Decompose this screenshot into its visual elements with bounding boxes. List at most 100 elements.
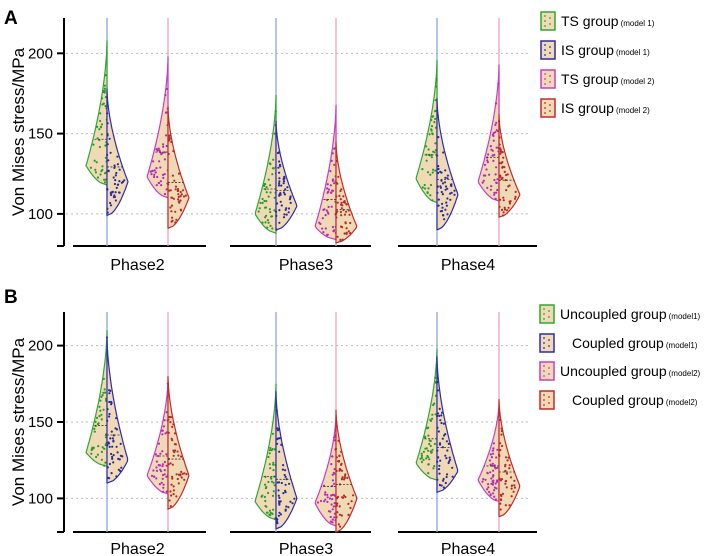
data-point-a-phase3-4 (342, 195, 345, 198)
data-point-a-phase4-2 (441, 182, 445, 185)
data-point-b-phase4-3 (489, 463, 492, 466)
data-point-b-phase4-3 (486, 488, 489, 491)
data-point-a-phase4-3 (496, 178, 499, 181)
data-point-a-phase2-2 (109, 204, 113, 207)
data-point-a-phase2-2 (108, 137, 111, 140)
data-point-b-phase3-3 (333, 502, 336, 505)
data-point-b-phase3-4 (336, 511, 339, 514)
data-point-a-phase4-2 (440, 171, 443, 174)
data-point-b-phase3-1 (271, 512, 274, 515)
data-point-b-phase2-1 (100, 413, 103, 416)
data-point-a-phase4-2 (446, 197, 449, 200)
data-point-b-phase2-2 (106, 408, 109, 411)
legend-label-main: Uncoupled group (560, 363, 667, 379)
data-point-b-phase3-3 (324, 491, 327, 494)
data-point-a-phase2-1 (104, 74, 107, 77)
data-point-a-phase4-3 (486, 186, 489, 189)
data-point-b-phase3-2 (276, 481, 279, 484)
data-point-b-phase4-4 (510, 484, 514, 487)
data-point-a-phase3-4 (343, 232, 346, 235)
data-point-a-phase2-4 (170, 196, 174, 199)
data-point-b-phase3-1 (272, 490, 275, 493)
data-point-b-phase3-3 (330, 503, 333, 506)
data-point-a-phase3-3 (329, 170, 332, 173)
data-point-a-phase4-4 (498, 205, 501, 208)
legend-swatch-dot (543, 375, 545, 377)
data-point-a-phase4-1 (426, 171, 430, 174)
data-point-a-phase4-4 (499, 198, 502, 201)
data-point-b-phase2-2 (117, 468, 120, 471)
legend-swatch-dot (549, 46, 551, 48)
data-point-b-phase4-3 (491, 492, 495, 495)
data-point-a-phase4-1 (425, 145, 428, 148)
data-point-a-phase2-3 (155, 184, 158, 187)
legend-swatch-dot (548, 367, 550, 369)
data-point-a-phase4-4 (500, 162, 503, 165)
data-point-b-phase2-2 (119, 442, 122, 445)
data-point-b-phase4-2 (444, 481, 447, 485)
data-point-b-phase3-2 (276, 522, 279, 525)
data-point-b-phase4-1 (427, 456, 430, 459)
data-point-b-phase4-2 (438, 464, 441, 467)
data-point-b-phase4-4 (504, 480, 507, 483)
data-point-a-phase4-2 (436, 185, 439, 188)
data-point-b-phase4-2 (436, 478, 439, 481)
data-point-b-phase2-3 (165, 475, 168, 478)
data-point-b-phase2-4 (185, 473, 188, 476)
data-point-a-phase3-3 (327, 188, 331, 191)
data-point-a-phase4-3 (482, 174, 485, 177)
data-point-b-phase2-4 (175, 473, 178, 476)
data-point-a-phase4-3 (496, 130, 499, 133)
data-point-b-phase4-2 (437, 468, 441, 471)
data-point-a-phase4-4 (503, 206, 506, 209)
data-point-b-phase2-2 (115, 445, 118, 448)
data-point-a-phase3-2 (287, 207, 291, 210)
data-point-a-phase4-1 (430, 156, 433, 159)
data-point-b-phase4-4 (505, 472, 509, 475)
data-point-b-phase2-3 (153, 475, 156, 478)
data-point-a-phase4-4 (505, 189, 508, 192)
data-point-a-phase2-4 (174, 188, 177, 191)
data-point-b-phase4-2 (440, 484, 443, 487)
data-point-a-phase4-4 (505, 173, 508, 177)
data-point-a-phase4-4 (498, 136, 501, 139)
data-point-b-phase3-1 (267, 491, 270, 495)
y-axis-label-a: Von Mises stress/MPa (9, 47, 28, 216)
data-point-b-phase2-1 (100, 418, 103, 421)
data-point-a-phase3-2 (282, 182, 285, 185)
data-point-a-phase4-1 (434, 85, 437, 88)
data-point-a-phase3-1 (273, 132, 276, 135)
data-point-b-phase4-3 (492, 479, 495, 482)
data-point-b-phase3-1 (272, 461, 275, 464)
legend-swatch-dot (548, 402, 550, 404)
data-point-b-phase3-3 (331, 508, 334, 511)
data-point-b-phase3-2 (284, 483, 287, 486)
data-point-b-phase4-1 (430, 451, 433, 454)
data-point-b-phase2-3 (165, 453, 168, 456)
data-point-b-phase2-3 (158, 464, 162, 467)
data-point-b-phase2-4 (172, 485, 175, 488)
data-point-b-phase3-1 (269, 446, 272, 450)
data-point-a-phase4-4 (509, 200, 512, 203)
data-point-a-phase4-2 (442, 151, 445, 154)
data-point-b-phase2-3 (160, 481, 163, 484)
data-point-b-phase3-2 (293, 497, 296, 500)
violin-half-b-phase4-2 (436, 356, 459, 494)
data-point-a-phase4-3 (486, 159, 489, 162)
data-point-b-phase4-2 (436, 380, 439, 384)
data-point-a-phase4-3 (489, 145, 492, 148)
data-point-a-phase4-4 (499, 152, 502, 155)
data-point-b-phase2-4 (171, 477, 174, 480)
data-point-b-phase2-4 (172, 423, 175, 426)
data-point-b-phase2-4 (168, 499, 171, 502)
data-point-a-phase3-3 (333, 182, 336, 185)
data-point-b-phase2-2 (116, 451, 119, 454)
data-point-b-phase2-2 (112, 454, 115, 457)
data-point-b-phase2-2 (110, 400, 113, 404)
data-point-b-phase4-3 (487, 486, 490, 489)
data-point-b-phase3-1 (272, 481, 275, 484)
data-point-b-phase3-3 (331, 473, 334, 476)
data-point-a-phase3-1 (261, 221, 264, 224)
data-point-a-phase3-1 (263, 184, 266, 187)
data-point-a-phase4-2 (436, 191, 439, 194)
